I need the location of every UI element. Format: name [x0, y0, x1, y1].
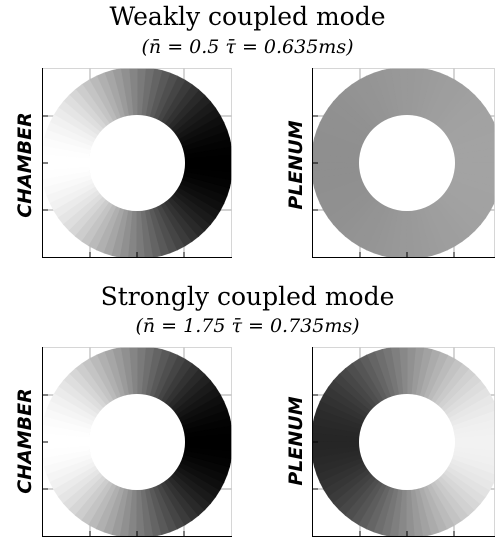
section-1-title: Weakly coupled mode — [109, 2, 386, 31]
plenum-label-2-text: PLENUM — [285, 396, 307, 486]
annulus-hole — [89, 394, 185, 490]
annulus-sector — [184, 162, 232, 172]
annulus-hole — [359, 115, 455, 211]
chamber-annulus-weak — [42, 68, 232, 258]
annulus-hole — [89, 115, 185, 211]
chamber-label-1-text: CHAMBER — [14, 112, 36, 218]
section-1-params: (n̄ = 0.5 τ̄ = 0.635ms) — [141, 36, 354, 58]
section-2-params: (n̄ = 1.75 τ̄ = 0.735ms) — [135, 315, 360, 337]
plenum-annulus-weak — [312, 68, 495, 258]
chamber-annulus-strong — [42, 347, 232, 537]
section-2-title: Strongly coupled mode — [100, 282, 395, 311]
annulus-sector — [454, 162, 495, 172]
plenum-annulus-strong — [312, 347, 495, 537]
chamber-label-2-text: CHAMBER — [14, 388, 36, 494]
annulus-sector — [184, 441, 232, 451]
plenum-label-1-text: PLENUM — [285, 120, 307, 210]
annulus-hole — [359, 394, 455, 490]
annulus-sector — [454, 441, 495, 451]
